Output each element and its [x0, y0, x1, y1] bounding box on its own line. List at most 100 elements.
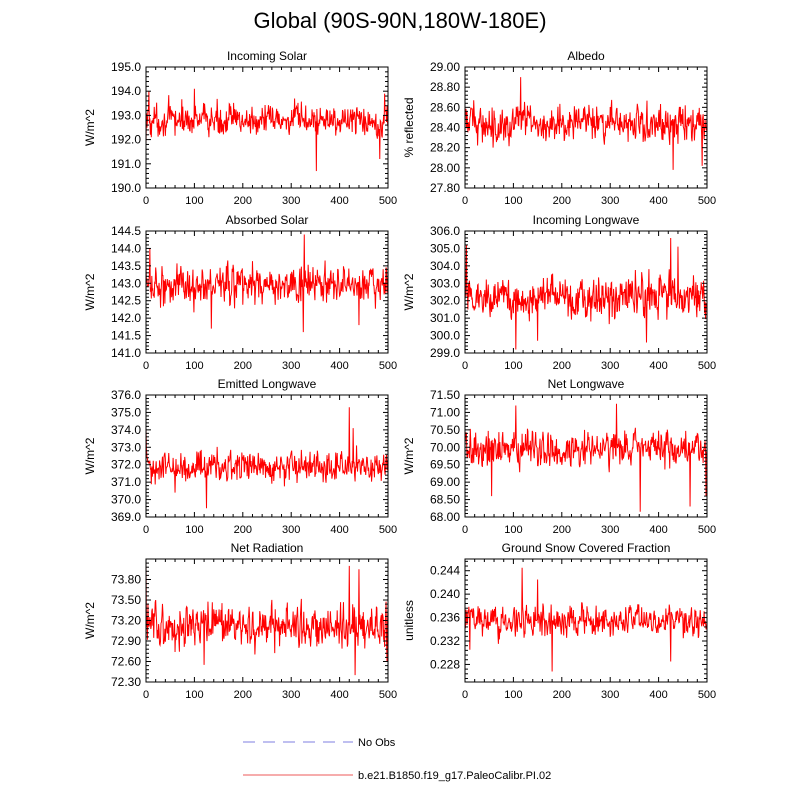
x-tick-label: 500 — [379, 689, 397, 701]
y-tick-label: 369.0 — [111, 510, 141, 524]
series-line — [145, 88, 389, 172]
y-tick-label: 68.50 — [430, 493, 460, 507]
x-tick-label: 400 — [330, 360, 348, 372]
x-tick-label: 200 — [234, 524, 252, 536]
y-tick-label: 28.00 — [430, 161, 460, 175]
y-tick-label: 191.0 — [111, 157, 141, 171]
x-tick-label: 500 — [698, 524, 716, 536]
y-axis-label: W/m^2 — [402, 437, 416, 474]
y-tick-label: 27.80 — [430, 181, 460, 195]
y-axis-label: unitless — [402, 600, 416, 641]
series-line — [145, 407, 389, 509]
x-tick-label: 200 — [234, 195, 252, 207]
y-tick-label: 301.0 — [430, 311, 460, 325]
y-axis-label: W/m^2 — [402, 273, 416, 310]
x-tick-label: 500 — [379, 524, 397, 536]
x-tick-label: 0 — [462, 689, 468, 701]
x-tick-label: 300 — [601, 689, 619, 701]
y-tick-label: 143.5 — [111, 259, 141, 273]
y-tick-label: 71.50 — [430, 388, 460, 402]
y-tick-label: 72.30 — [111, 675, 141, 689]
panel-title: Absorbed Solar — [226, 213, 309, 227]
x-tick-label: 400 — [330, 195, 348, 207]
x-tick-label: 0 — [143, 524, 149, 536]
y-tick-label: 68.00 — [430, 510, 460, 524]
y-tick-label: 69.00 — [430, 475, 460, 489]
panel-6: 0 100 200 300 400 500 72.30 72.60 72.90 73.20 73.5… — [83, 541, 397, 701]
plot-frame — [145, 558, 389, 683]
x-tick-label: 100 — [504, 195, 522, 207]
y-tick-label: 194.0 — [111, 84, 141, 98]
x-tick-label: 300 — [282, 524, 300, 536]
y-tick-label: 28.40 — [430, 121, 460, 135]
x-tick-label: 500 — [698, 689, 716, 701]
y-tick-label: 306.0 — [430, 224, 460, 238]
y-tick-label: 69.50 — [430, 458, 460, 472]
x-tick-label: 100 — [185, 360, 203, 372]
y-tick-label: 141.0 — [111, 346, 141, 360]
y-tick-label: 143.0 — [111, 276, 141, 290]
x-tick-label: 0 — [143, 195, 149, 207]
y-tick-label: 192.0 — [111, 133, 141, 147]
y-tick-label: 371.0 — [111, 475, 141, 489]
main-title: Global (90S-90N,180W-180E) — [253, 8, 547, 33]
x-tick-label: 300 — [601, 524, 619, 536]
x-tick-label: 500 — [379, 195, 397, 207]
y-tick-label: 72.90 — [111, 634, 141, 648]
x-tick-label: 400 — [649, 689, 667, 701]
x-tick-label: 300 — [282, 360, 300, 372]
y-tick-label: 73.80 — [111, 573, 141, 587]
panel-0: 0 100 200 300 400 500 190.0 191.0 192.0 193.0 194.… — [83, 49, 397, 207]
y-tick-label: 302.0 — [430, 294, 460, 308]
y-tick-label: 305.0 — [430, 241, 460, 255]
y-tick-label: 28.80 — [430, 80, 460, 94]
x-tick-label: 300 — [282, 689, 300, 701]
plot-frame — [145, 394, 389, 518]
x-tick-label: 0 — [462, 195, 468, 207]
plot-frame — [464, 558, 708, 683]
y-tick-label: 372.0 — [111, 458, 141, 472]
panel-title: Net Longwave — [548, 377, 625, 391]
y-tick-label: 0.240 — [430, 587, 460, 601]
y-axis-label: W/m^2 — [83, 273, 97, 310]
y-tick-label: 28.60 — [430, 100, 460, 114]
y-axis-label: % reflected — [402, 97, 416, 157]
y-tick-label: 0.228 — [430, 657, 460, 671]
y-tick-label: 376.0 — [111, 388, 141, 402]
x-tick-label: 100 — [504, 360, 522, 372]
y-tick-label: 195.0 — [111, 60, 141, 74]
x-tick-label: 100 — [504, 524, 522, 536]
panel-title: Albedo — [567, 49, 605, 63]
y-axis-label: W/m^2 — [83, 602, 97, 639]
series-line — [464, 237, 708, 350]
x-tick-label: 100 — [504, 689, 522, 701]
x-tick-label: 0 — [462, 524, 468, 536]
x-tick-label: 400 — [649, 195, 667, 207]
y-tick-label: 142.5 — [111, 294, 141, 308]
y-tick-label: 299.0 — [430, 346, 460, 360]
x-tick-label: 200 — [234, 689, 252, 701]
series-line — [145, 234, 389, 333]
y-tick-label: 144.5 — [111, 224, 141, 238]
y-tick-label: 0.244 — [430, 564, 460, 578]
x-tick-label: 200 — [553, 689, 571, 701]
x-tick-label: 200 — [553, 195, 571, 207]
x-tick-label: 500 — [379, 360, 397, 372]
x-tick-label: 200 — [553, 524, 571, 536]
y-tick-label: 141.5 — [111, 329, 141, 343]
panel-4: 0 100 200 300 400 500 369.0 370.0 371.0 372.0 373.… — [83, 377, 397, 536]
y-tick-label: 73.50 — [111, 593, 141, 607]
y-tick-label: 73.20 — [111, 614, 141, 628]
x-tick-label: 400 — [330, 689, 348, 701]
y-tick-label: 28.20 — [430, 141, 460, 155]
series-line — [145, 562, 389, 676]
y-tick-label: 190.0 — [111, 181, 141, 195]
panel-title: Net Radiation — [231, 541, 304, 555]
plot-frame — [464, 394, 708, 518]
x-tick-label: 100 — [185, 195, 203, 207]
y-tick-label: 0.232 — [430, 634, 460, 648]
legend-label: No Obs — [358, 737, 396, 749]
x-tick-label: 0 — [143, 360, 149, 372]
y-tick-label: 70.00 — [430, 440, 460, 454]
y-axis-label: W/m^2 — [83, 109, 97, 146]
